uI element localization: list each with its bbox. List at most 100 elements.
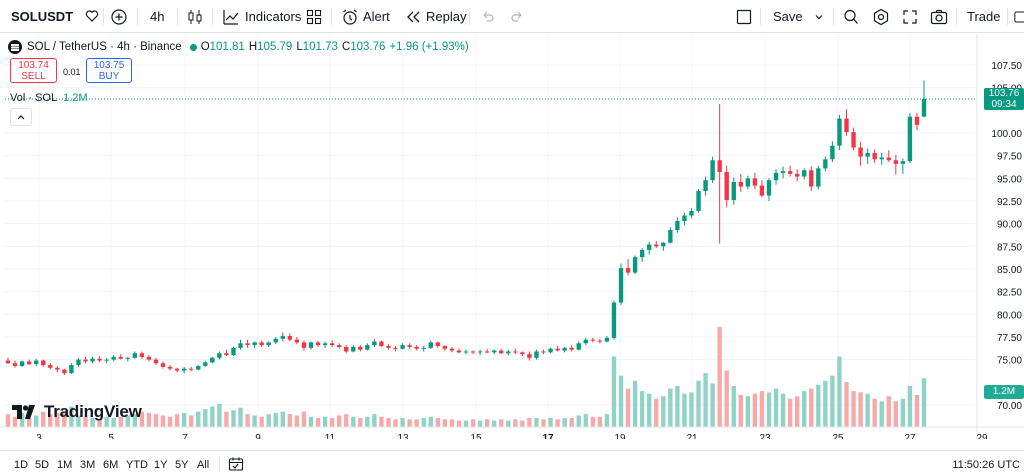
alert-button[interactable]: Alert: [341, 4, 390, 29]
candle-body: [759, 185, 765, 196]
candle-body: [329, 343, 335, 346]
indicators-button[interactable]: Indicators: [222, 4, 301, 29]
volume-bar: [625, 388, 631, 427]
volume-bars: [5, 327, 927, 427]
chart-type-button[interactable]: [186, 4, 204, 29]
range-5y[interactable]: 5Y: [175, 459, 189, 471]
volume-bar: [456, 420, 462, 427]
volume-badge: 1.2M: [992, 386, 1016, 397]
volume-bar: [41, 411, 46, 427]
calendar-icon[interactable]: [228, 456, 244, 472]
interval-button[interactable]: 4h: [150, 4, 164, 29]
buy-button[interactable]: 103.75 BUY: [86, 58, 132, 83]
save-button[interactable]: Save: [773, 4, 803, 29]
candle-body: [484, 351, 490, 353]
candle-body: [625, 268, 631, 273]
volume-bar: [315, 418, 321, 427]
layout-select-button[interactable]: [736, 4, 752, 29]
volume-bar: [90, 418, 95, 427]
toolbar-divider: [1007, 8, 1008, 25]
volume-bar: [647, 393, 652, 427]
candle-body: [837, 118, 842, 146]
candle-body: [886, 157, 891, 161]
range-all[interactable]: All: [197, 459, 210, 471]
layouts-button[interactable]: [306, 4, 322, 29]
volume-bar: [301, 411, 307, 427]
candlesticks: [5, 80, 975, 376]
volume-bar: [351, 416, 356, 427]
range-3m[interactable]: 3M: [80, 459, 96, 471]
volume-price-label: 1.2M: [984, 385, 1024, 399]
undo-button[interactable]: [480, 4, 496, 29]
candle-body: [315, 342, 321, 346]
favorite-heart-icon[interactable]: [85, 9, 99, 23]
quick-search-button[interactable]: [842, 4, 860, 29]
candle-body: [280, 336, 285, 339]
candle-body: [294, 339, 300, 343]
candle-body: [428, 342, 433, 348]
candle-body: [400, 345, 405, 349]
trade-label: Trade: [967, 9, 1001, 24]
volume-bar: [583, 414, 588, 427]
sell-button[interactable]: 103.74 SELL: [10, 58, 57, 83]
chart-title[interactable]: SOL / TetherUS · 4h · Binance: [27, 41, 182, 53]
volume-bar: [499, 419, 504, 427]
publish-button[interactable]: [1014, 4, 1024, 29]
volume-bar: [809, 388, 814, 427]
volume-bar: [146, 412, 152, 427]
settings-button[interactable]: [872, 4, 890, 29]
range-1m[interactable]: 1M: [57, 459, 73, 471]
fullscreen-button[interactable]: [902, 4, 918, 29]
candle-body: [611, 302, 617, 338]
trade-button[interactable]: Trade: [967, 4, 1000, 29]
volume-bar: [802, 391, 807, 427]
low-key: L: [296, 41, 303, 53]
high-key: H: [248, 41, 258, 53]
price-tick-label: 97.50: [997, 152, 1022, 163]
rewind-icon: [407, 11, 420, 22]
volume-bar: [104, 416, 109, 427]
volume-bar: [724, 370, 729, 427]
candle-body: [308, 342, 314, 348]
volume-bar: [294, 415, 300, 427]
volume-bar: [97, 419, 102, 427]
price-chart[interactable]: 70.00 75.00 77.50 80.00 82.50 85.00 87.50 90.00…: [0, 34, 1024, 439]
replay-button[interactable]: Replay: [404, 4, 466, 29]
candle-body: [245, 343, 250, 346]
range-5d[interactable]: 5D: [35, 459, 50, 471]
symbol-search-button[interactable]: SOLUSDT: [3, 4, 103, 29]
volume-bar: [830, 375, 835, 427]
candle-body: [823, 159, 828, 169]
market-open-status-icon: [189, 43, 197, 51]
search-icon: [844, 9, 858, 24]
snapshot-button[interactable]: [930, 4, 948, 29]
candle-body: [344, 346, 349, 352]
redo-button[interactable]: [509, 4, 525, 29]
volume-bar: [174, 414, 180, 427]
volume-bar: [506, 420, 511, 427]
volume-bar: [217, 403, 222, 427]
range-6m[interactable]: 6M: [103, 459, 119, 471]
time-tick-label: 11: [325, 433, 336, 439]
range-1d[interactable]: 1D: [14, 459, 29, 471]
candle-body: [153, 359, 159, 364]
candle-body: [421, 347, 426, 349]
candle-body: [48, 365, 53, 368]
candle-body: [470, 351, 476, 353]
change-value: +1.96 (+1.93%): [389, 41, 469, 53]
volume-bar: [794, 396, 800, 427]
candle-body: [893, 160, 898, 164]
range-ytd[interactable]: YTD: [126, 459, 148, 471]
volume-bar: [69, 406, 74, 427]
range-1y[interactable]: 1Y: [154, 459, 168, 471]
collapse-legend-button[interactable]: [10, 108, 32, 126]
save-label: Save: [773, 9, 803, 24]
candle-body: [851, 132, 856, 148]
volume-bar: [189, 415, 194, 427]
utc-clock[interactable]: 11:50:26 UTC: [952, 459, 1020, 471]
volume-bar: [921, 378, 927, 427]
save-menu-button[interactable]: [814, 4, 824, 29]
candle-body: [766, 180, 772, 196]
bar-countdown: 09:34: [991, 99, 1017, 110]
compare-add-button[interactable]: [110, 4, 128, 29]
